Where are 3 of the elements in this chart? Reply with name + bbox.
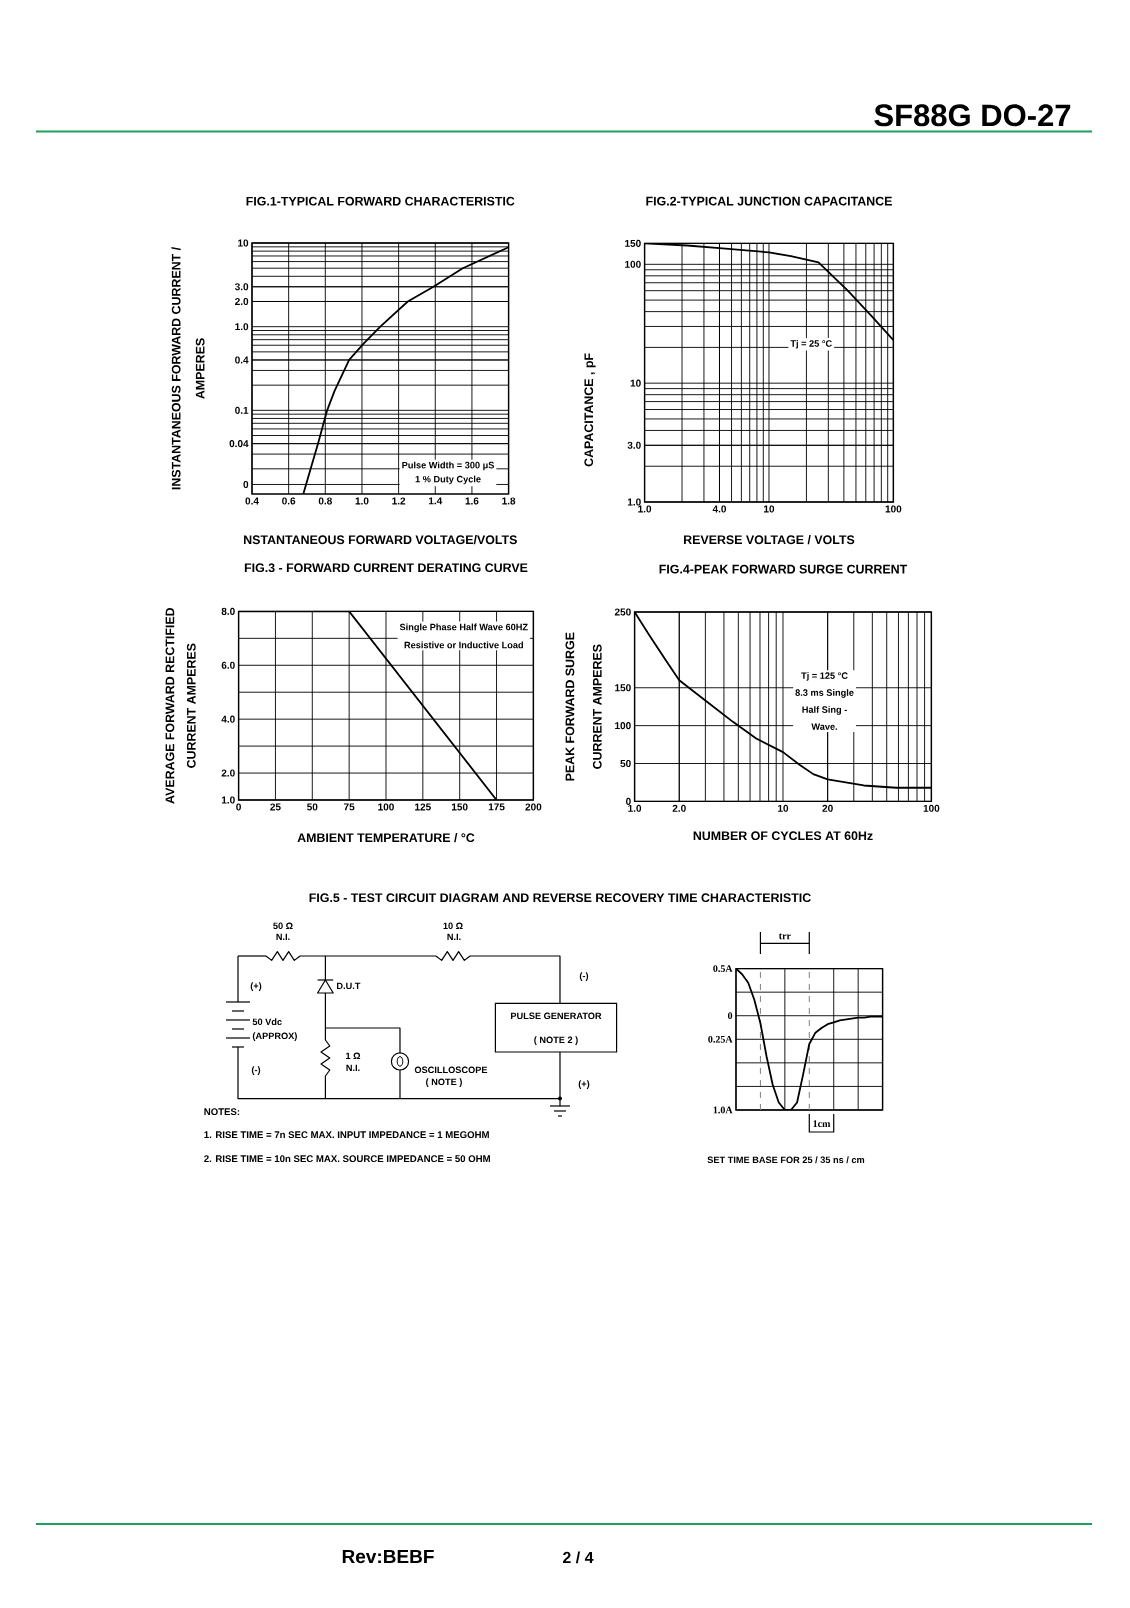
text: SF88G DO-27 bbox=[874, 104, 1071, 127]
text: Rev:BEBF bbox=[342, 1549, 434, 1564]
text: 2 / 4 bbox=[562, 1551, 594, 1564]
